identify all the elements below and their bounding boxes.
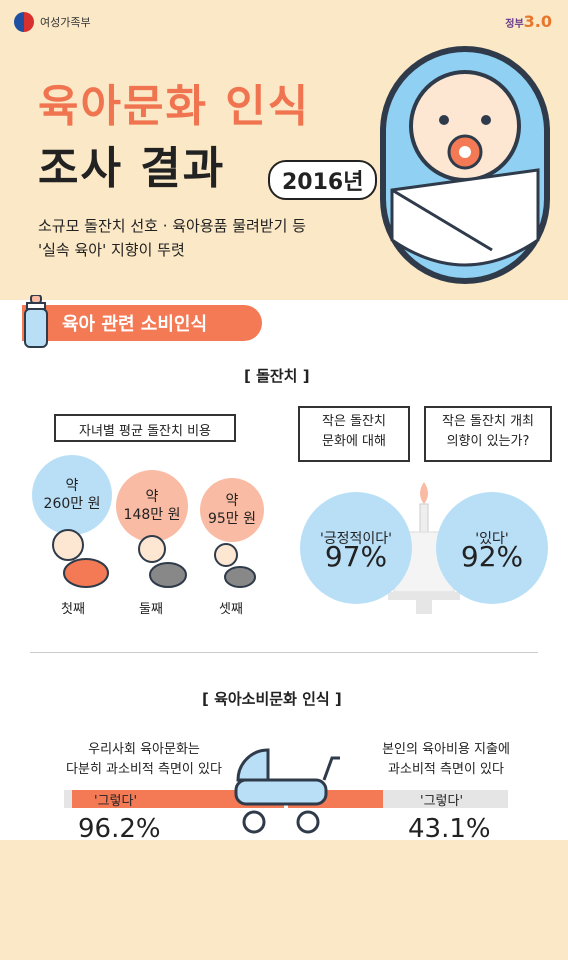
avg-cost-label: 자녀별 평균 돌잔치 비용 [54,414,236,442]
title-line1: 육아문화 인식 [38,81,311,132]
q2-percent: 92% [460,540,524,573]
subtitle-line1: 소규모 돌잔치 선호 · 육아용품 물려받기 등 [38,217,306,235]
year-badge: 2016년 [268,160,378,200]
child2-label: 둘째 [139,602,163,617]
left-question: 우리사회 육아문화는 다분히 과소비적 측면이 있다 [44,740,244,780]
q1-box: 작은 돌잔치 문화에 대해 [298,406,410,462]
crawling-babies-illustration [52,529,256,588]
left-q-line2: 다분히 과소비적 측면이 있다 [66,762,222,777]
title-line2: 조사 결과 [38,143,226,194]
right-percent: 43.1% [408,814,491,844]
brand-number: 3.0 [523,12,552,31]
child2-approx: 약 [145,489,159,505]
q1-line2: 문화에 대해 [322,434,386,449]
gov-brand-logo: 정부3.0 [505,12,552,31]
ministry-name: 여성가족부 [40,16,91,29]
child1-label: 첫째 [61,602,85,617]
taegeuk-icon [14,12,34,32]
q1-percent: 97% [324,540,388,573]
q2-box: 작은 돌잔치 개최 의향이 있는가? [424,406,552,462]
subtitle-line2: '실속 육아' 지향이 뚜렷 [38,241,185,259]
section-label: 육아 관련 소비인식 [62,314,208,335]
child1-cost-circle: 약 260만 원 [32,455,112,535]
left-answer: '그렇다' [94,794,138,809]
left-q-line1: 우리사회 육아문화는 [88,742,200,757]
left-bar-track [64,790,284,808]
q2-answer: '있다' [475,531,509,547]
q2-line1: 작은 돌잔치 개최 [442,414,534,429]
section-divider [30,652,538,653]
child2-cost-circle: 약 148만 원 [116,470,188,542]
baby-illustration [380,46,550,284]
subtitle: 소규모 돌잔치 선호 · 육아용품 물려받기 등 '실속 육아' 지향이 뚜렷 [38,214,378,262]
right-q-line1: 본인의 육아비용 지출에 [382,742,510,757]
dol-heading: [ 돌잔치 ] [244,367,310,385]
child1-amount: 260만 원 [43,496,101,512]
right-question: 본인의 육아비용 지출에 과소비적 측면이 있다 [346,740,546,780]
child3-label: 셋째 [219,602,243,617]
q1-result-circle: '긍정적이다' 97% [300,492,412,604]
child3-approx: 약 [225,493,239,509]
child1-approx: 약 [65,478,79,494]
child2-amount: 148만 원 [123,507,181,523]
ministry-logo: 여성가족부 [14,12,91,32]
child3-cost-circle: 약 95만 원 [200,478,264,542]
q2-result-circle: '있다' 92% [436,492,548,604]
footer-background [0,840,568,960]
q1-answer: '긍정적이다' [319,531,393,547]
stroller-icon [234,748,340,834]
baby-bottle-icon [24,295,48,348]
brand-text: 정부 [505,19,524,30]
right-answer: '그렇다' [420,794,464,809]
section-tag: 육아 관련 소비인식 [22,305,262,341]
right-q-line2: 과소비적 측면이 있다 [388,762,504,777]
left-percent: 96.2% [78,814,161,844]
q1-line1: 작은 돌잔치 [322,414,386,429]
consume-heading: [ 육아소비문화 인식 ] [202,690,342,708]
left-bar-fill [72,790,284,808]
q2-line2: 의향이 있는가? [446,434,530,449]
child3-amount: 95만 원 [207,511,257,527]
